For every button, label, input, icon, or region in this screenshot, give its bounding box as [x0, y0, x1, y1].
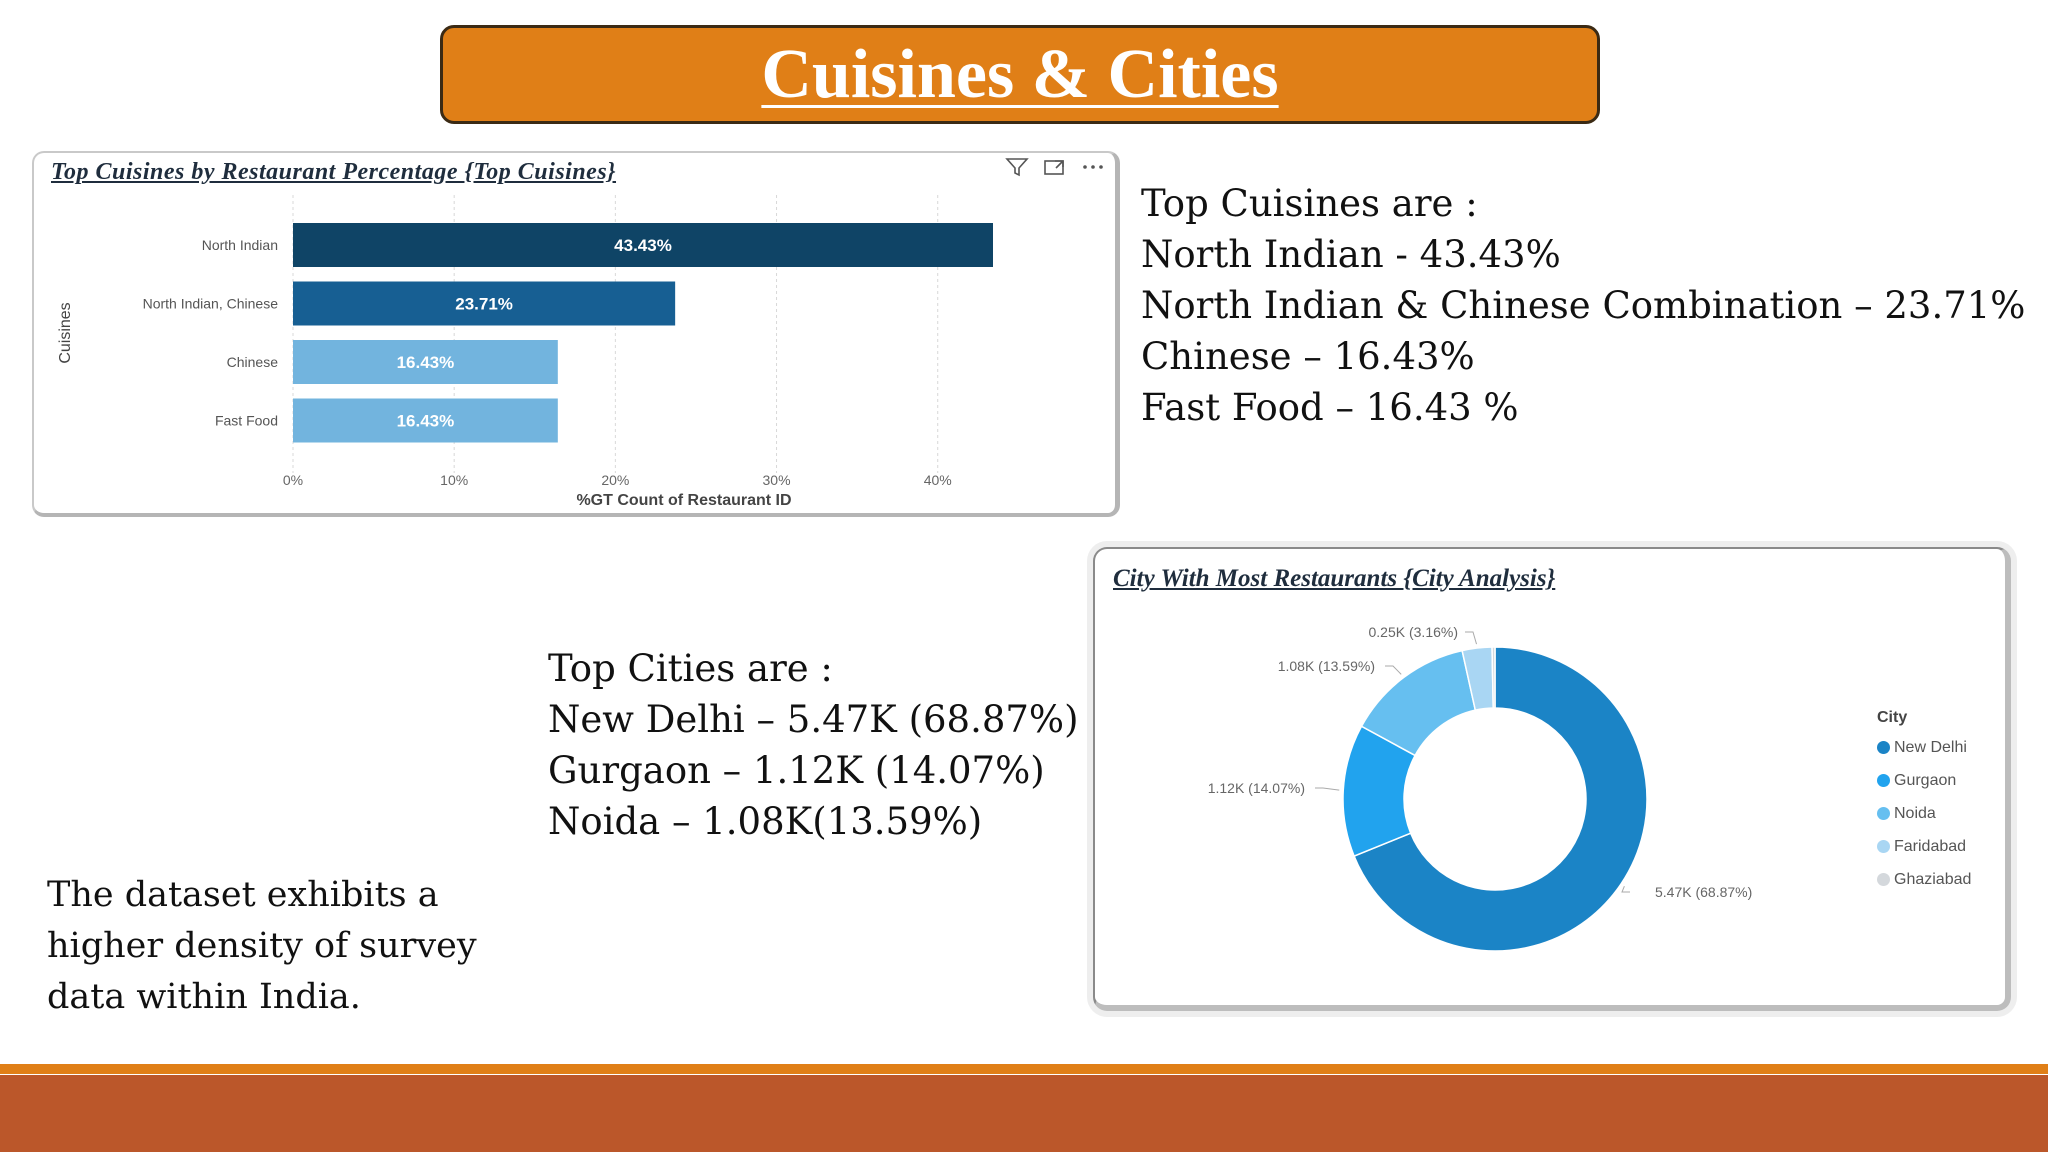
legend-swatch	[1877, 807, 1890, 820]
city-donut-chart: 5.47K (68.87%) 1.12K (14.07%) 1.08K (13.59…	[1208, 624, 1752, 952]
legend-swatch	[1877, 741, 1890, 754]
legend-swatch	[1877, 840, 1890, 853]
cuisine-chart-title: Top Cuisines by Restaurant Percentage {T…	[51, 159, 617, 185]
x-tick-label: 40%	[924, 472, 952, 488]
x-tick-label: 0%	[283, 472, 303, 488]
city-summary-line: New Delhi – 5.47K (68.87%)	[548, 698, 1079, 741]
city-legend: City New Delhi Gurgaon Noida Faridabad Ghazi…	[1877, 709, 1971, 896]
legend-swatch	[1877, 774, 1890, 787]
bar-data-label: 23.71%	[455, 295, 513, 314]
legend-label: Faridabad	[1894, 837, 1967, 855]
donut-slice	[1353, 646, 1648, 952]
cuisine-summary: Top Cuisines are : North Indian - 43.43%…	[1141, 178, 2025, 433]
leader-line	[1385, 665, 1402, 675]
bar	[293, 398, 558, 443]
x-tick-label: 30%	[763, 472, 791, 488]
city-summary-line: Gurgaon – 1.12K (14.07%)	[548, 749, 1045, 792]
footer-bar	[0, 1075, 2048, 1152]
bar	[293, 281, 676, 326]
legend-label: Gurgaon	[1894, 771, 1957, 789]
x-axis-label: %GT Count of Restaurant ID	[576, 492, 791, 509]
focus-mode-icon[interactable]	[1043, 157, 1067, 183]
category-label: Fast Food	[215, 413, 278, 429]
legend-item[interactable]: Ghaziabad	[1877, 863, 1971, 896]
legend-item[interactable]: Faridabad	[1877, 830, 1971, 863]
city-summary-heading: Top Cities are :	[548, 647, 833, 690]
city-chart-panel[interactable]: City With Most Restaurants {City Analysi…	[1093, 547, 2011, 1011]
leader-line	[1465, 631, 1477, 645]
bar-data-label: 16.43%	[397, 353, 455, 372]
legend-swatch	[1877, 873, 1890, 886]
bar-data-label: 16.43%	[397, 412, 455, 431]
cuisine-summary-line: Fast Food – 16.43 %	[1141, 386, 1519, 429]
footer-accent-strip	[0, 1064, 2048, 1074]
slice-data-label: 1.12K (14.07%)	[1208, 780, 1305, 796]
leader-line	[1621, 885, 1630, 893]
bar	[293, 340, 558, 384]
x-tick-label: 20%	[601, 472, 629, 488]
title-banner: Cuisines & Cities	[440, 25, 1600, 124]
filter-icon[interactable]	[1005, 157, 1029, 183]
cuisine-summary-heading: Top Cuisines are :	[1141, 182, 1478, 225]
cuisine-summary-line: North Indian - 43.43%	[1141, 233, 1561, 276]
legend-title: City	[1877, 709, 1908, 726]
visual-header-icons	[1005, 157, 1105, 183]
donut-slice	[1491, 646, 1496, 709]
legend-label: New Delhi	[1894, 738, 1967, 756]
cuisine-bar-chart: 0% 10% 20% 30% 40% North Indian 43.43% North In…	[57, 195, 993, 509]
x-tick-label: 10%	[440, 472, 468, 488]
legend-label: Noida	[1894, 804, 1936, 822]
leader-line	[1315, 787, 1340, 791]
more-options-icon[interactable]	[1081, 157, 1105, 183]
slice-data-label: 5.47K (68.87%)	[1655, 884, 1752, 900]
legend-item[interactable]: Noida	[1877, 797, 1971, 830]
slice-data-label: 0.25K (3.16%)	[1369, 624, 1459, 640]
city-summary-line: Noida – 1.08K(13.59%)	[548, 800, 983, 843]
bar	[293, 223, 993, 267]
category-label: North Indian, Chinese	[143, 296, 279, 312]
bar-data-label: 43.43%	[614, 236, 672, 255]
legend-item[interactable]: Gurgaon	[1877, 764, 1971, 797]
legend-item[interactable]: New Delhi	[1877, 731, 1971, 764]
city-summary: Top Cities are : New Delhi – 5.47K (68.8…	[548, 643, 1079, 847]
category-label: North Indian	[202, 237, 278, 253]
city-chart-title: City With Most Restaurants {City Analysi…	[1113, 565, 1556, 592]
y-axis-label: Cuisines	[57, 302, 74, 363]
page-title: Cuisines & Cities	[761, 35, 1279, 113]
category-label: Chinese	[227, 354, 279, 370]
slice-data-label: 1.08K (13.59%)	[1278, 658, 1375, 674]
cuisine-chart-panel[interactable]: Top Cuisines by Restaurant Percentage {T…	[32, 151, 1120, 517]
dataset-note: The dataset exhibits a higher density of…	[47, 875, 477, 1017]
cuisine-summary-line: North Indian & Chinese Combination – 23.…	[1141, 284, 2026, 327]
legend-label: Ghaziabad	[1894, 870, 1972, 888]
cuisine-summary-line: Chinese – 16.43%	[1141, 335, 1475, 378]
